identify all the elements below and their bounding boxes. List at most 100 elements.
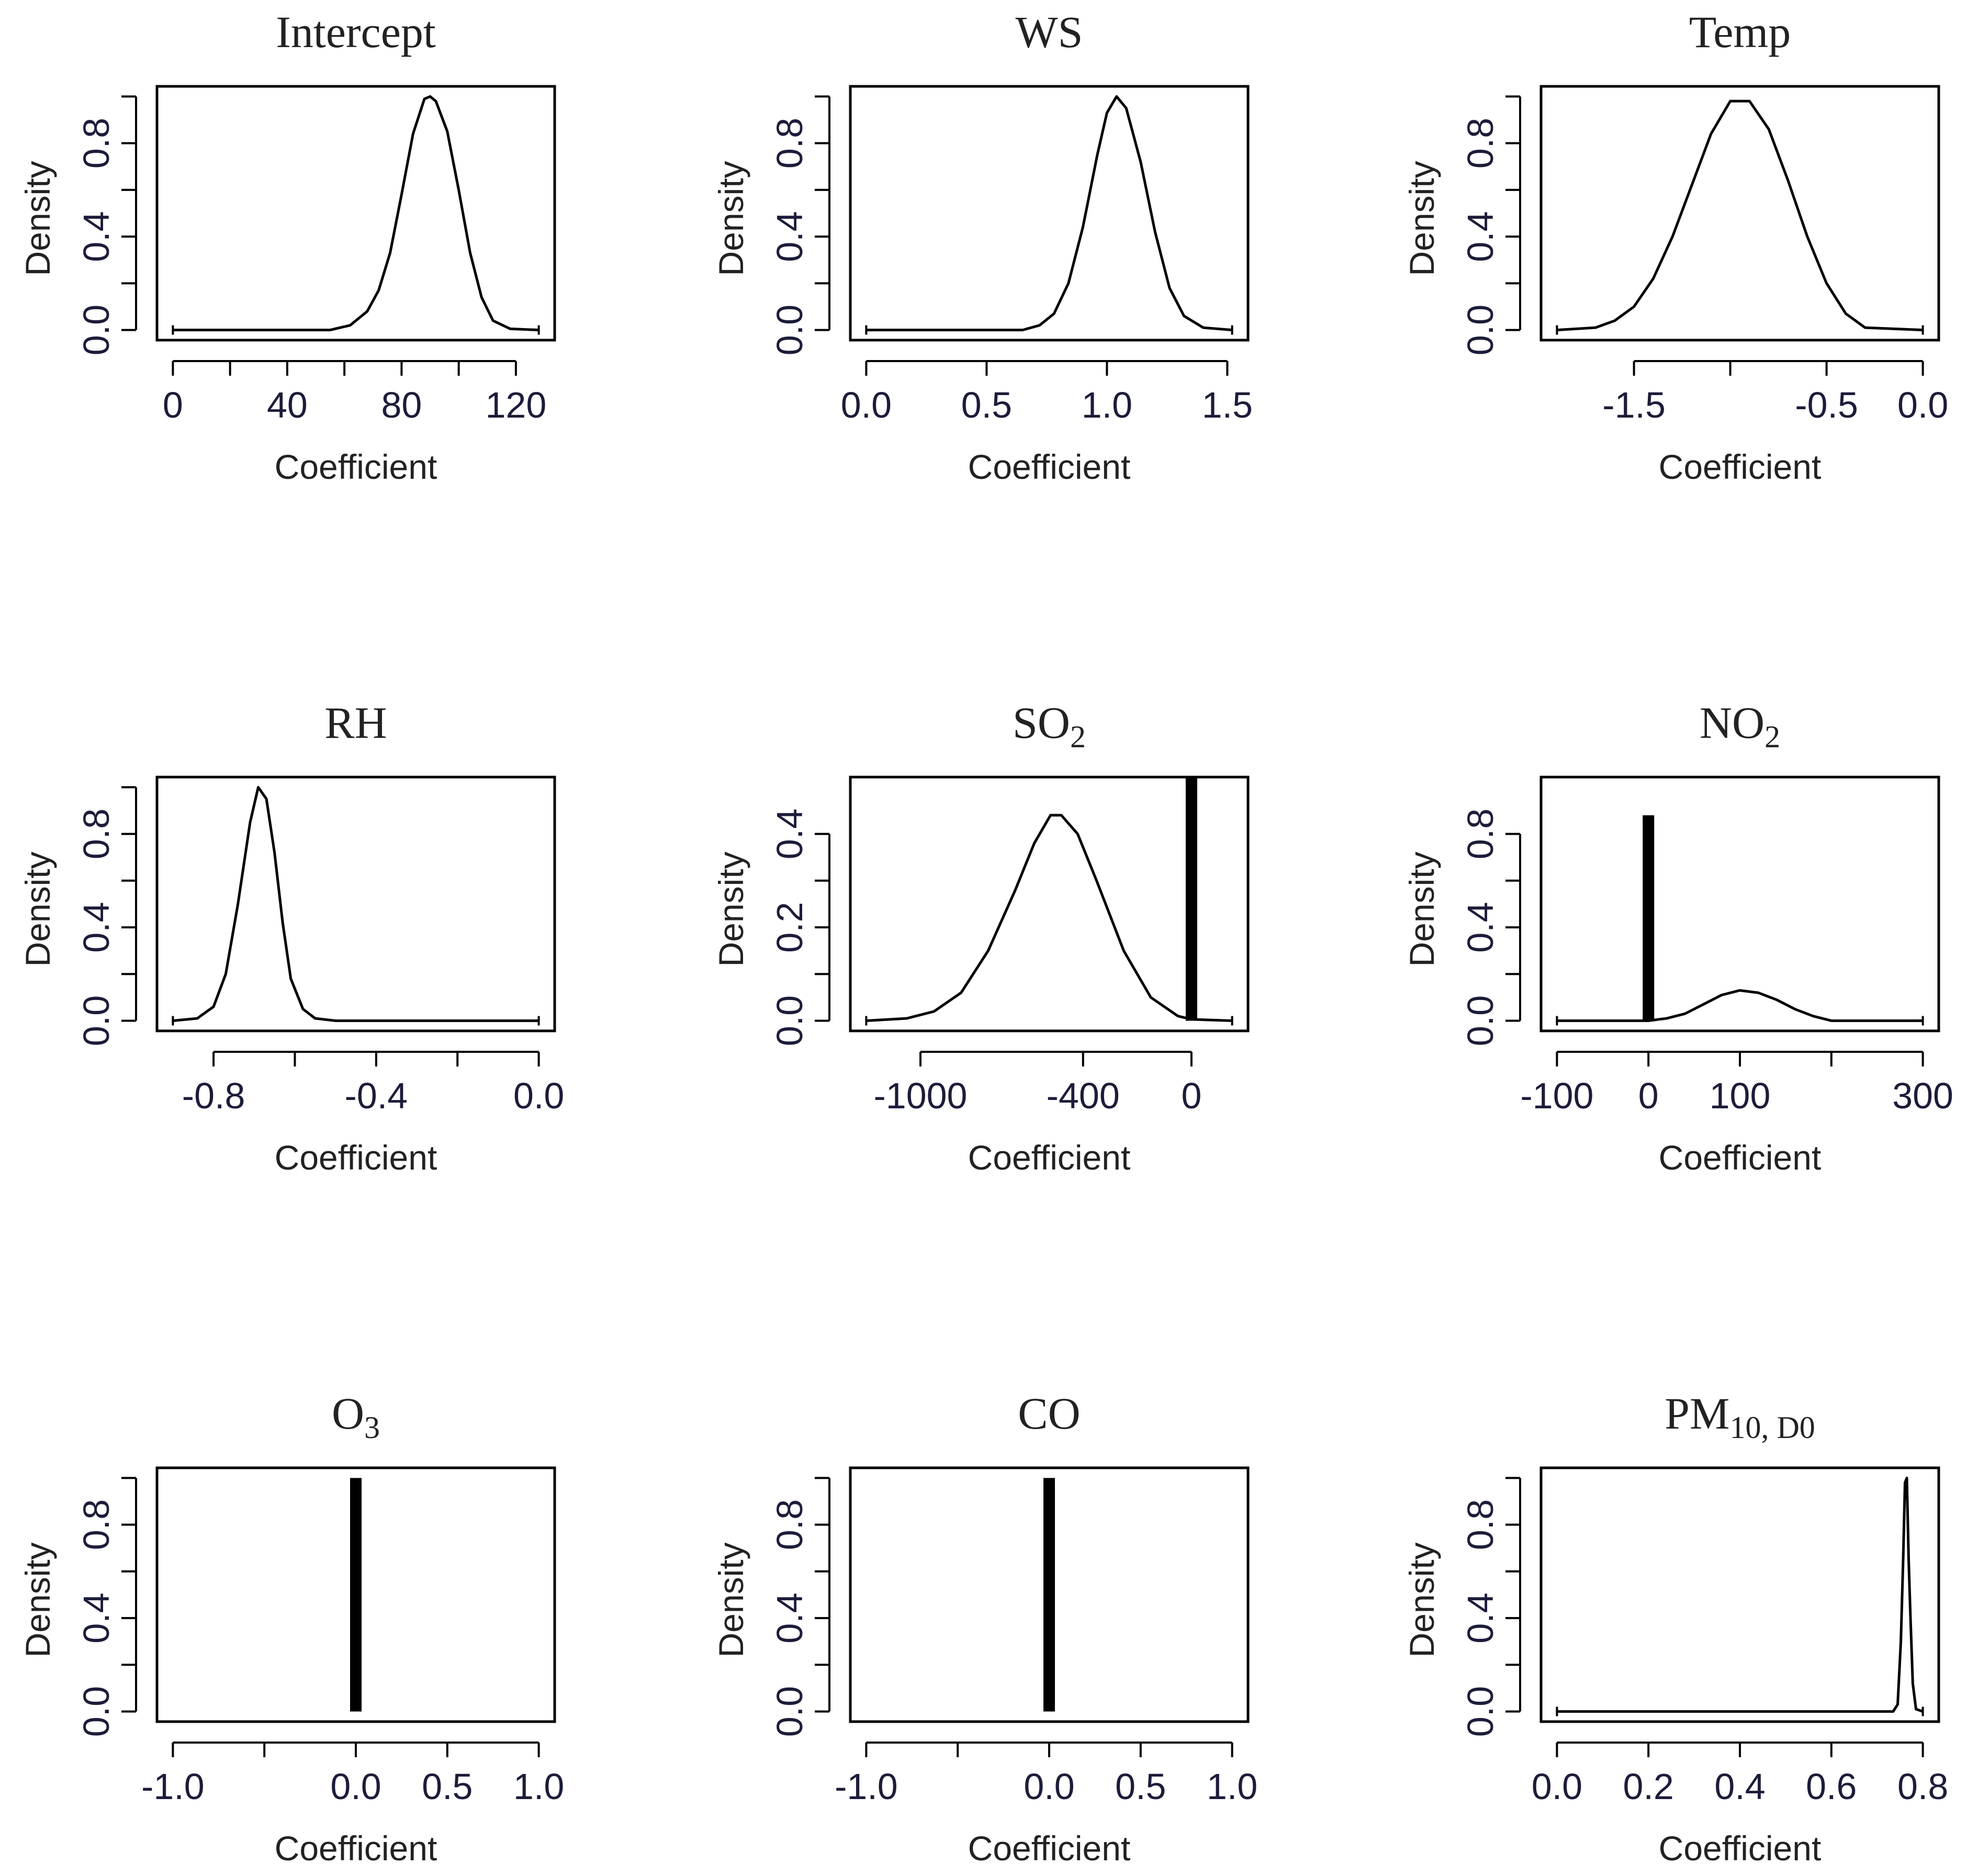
panel-2: WS 0.0 0.5 1.0 1.5 Coefficient 0.0 0.4 0.8 Densit… bbox=[712, 7, 1253, 486]
panel-title: CO bbox=[1018, 1388, 1080, 1439]
panel-title: NO2 bbox=[1700, 698, 1780, 754]
panel-title: RH bbox=[324, 698, 387, 748]
panel-title-main: Temp bbox=[1689, 7, 1791, 57]
plot-frame bbox=[849, 85, 1250, 342]
plot-frame bbox=[849, 776, 1250, 1032]
panel-title-main: RH bbox=[324, 698, 387, 748]
x-tick-label: 1.0 bbox=[1207, 1766, 1257, 1807]
density-curve bbox=[1557, 99, 1923, 332]
x-tick-label: 0.0 bbox=[841, 385, 892, 425]
y-tick-label: 0.8 bbox=[1460, 118, 1501, 168]
y-axis-label: Density bbox=[712, 1542, 750, 1657]
x-axis-label: Coefficient bbox=[968, 1138, 1131, 1177]
x-axis-label: Coefficient bbox=[1659, 1138, 1822, 1177]
y-tick-label: 0.0 bbox=[769, 1686, 810, 1737]
x-tick-label: 0.0 bbox=[330, 1766, 381, 1807]
panel-3: Temp -1.5 -0.5 0.0 Coefficient 0.0 0.4 0.8 Densi… bbox=[1402, 7, 1948, 486]
panel-title: Intercept bbox=[276, 7, 436, 57]
y-tick-label: 0.8 bbox=[76, 808, 117, 859]
y-tick-label: 0.8 bbox=[76, 1499, 117, 1550]
x-tick-label: -0.5 bbox=[1795, 385, 1858, 425]
x-tick-label: 0 bbox=[163, 385, 183, 425]
y-tick-label: 0.2 bbox=[769, 902, 810, 952]
panel-title: WS bbox=[1016, 7, 1083, 57]
x-axis-label: Coefficient bbox=[968, 447, 1131, 486]
panel-title-subscript: 3 bbox=[364, 1410, 380, 1445]
panel-title-subscript: 2 bbox=[1070, 720, 1086, 754]
panel-title-subscript: 2 bbox=[1764, 720, 1780, 754]
x-axis-label: Coefficient bbox=[968, 1829, 1131, 1868]
panel-9: PM10, D0 0.0 0.2 0.4 0.6 0.8 Coefficient 0.0 0.4… bbox=[1402, 1388, 1948, 1868]
y-tick-label: 0.4 bbox=[769, 808, 810, 859]
y-tick-label: 0.0 bbox=[1460, 305, 1501, 355]
y-tick-label: 0.4 bbox=[1460, 1592, 1501, 1643]
x-tick-label: 0.0 bbox=[1024, 1766, 1074, 1807]
x-tick-label: 0.6 bbox=[1806, 1766, 1857, 1807]
x-tick-label: 0.5 bbox=[422, 1766, 473, 1807]
y-tick-label: 0.4 bbox=[76, 1592, 117, 1643]
x-axis-label: Coefficient bbox=[275, 447, 437, 486]
x-axis-label: Coefficient bbox=[1659, 447, 1822, 486]
panel-title: PM10, D0 bbox=[1665, 1388, 1815, 1445]
x-tick-label: 0.0 bbox=[513, 1075, 564, 1116]
density-curve bbox=[866, 95, 1232, 332]
y-axis-label: Density bbox=[18, 161, 57, 276]
y-tick-label: 0.4 bbox=[769, 211, 810, 262]
panel-title-subscript: 10, D0 bbox=[1729, 1410, 1815, 1445]
panel-title-main: O bbox=[332, 1388, 364, 1439]
y-axis-label: Density bbox=[1402, 1542, 1441, 1657]
panel-title-main: NO bbox=[1700, 698, 1764, 748]
x-tick-label: -0.8 bbox=[182, 1075, 245, 1116]
y-axis-label: Density bbox=[18, 851, 57, 967]
x-tick-label: 40 bbox=[267, 385, 308, 425]
x-tick-label: -1.0 bbox=[835, 1766, 898, 1807]
density-curve bbox=[1557, 989, 1923, 1023]
panel-title-main: WS bbox=[1016, 7, 1083, 57]
x-tick-label: 0.5 bbox=[961, 385, 1012, 425]
x-tick-label: 0.0 bbox=[1532, 1766, 1582, 1807]
x-tick-label: 120 bbox=[486, 385, 547, 425]
x-tick-label: 80 bbox=[381, 385, 422, 425]
x-tick-label: -1000 bbox=[873, 1075, 967, 1116]
x-tick-label: 0.4 bbox=[1714, 1766, 1765, 1807]
y-tick-label: 0.0 bbox=[769, 995, 810, 1046]
x-tick-label: 0 bbox=[1181, 1075, 1201, 1116]
panel-4: RH -0.8 -0.4 0.0 Coefficient 0.0 0.4 0.8 Density bbox=[18, 698, 564, 1177]
x-tick-label: -0.4 bbox=[345, 1075, 408, 1116]
y-axis-label: Density bbox=[1402, 161, 1441, 276]
panel-title-main: SO bbox=[1013, 698, 1070, 748]
x-tick-label: 0.2 bbox=[1623, 1766, 1674, 1807]
plot-frame bbox=[155, 85, 556, 342]
y-tick-label: 0.8 bbox=[769, 118, 810, 168]
y-axis-label: Density bbox=[1402, 851, 1441, 967]
x-axis-label: Coefficient bbox=[1659, 1829, 1822, 1868]
y-tick-label: 0.8 bbox=[1460, 1499, 1501, 1550]
x-tick-label: 300 bbox=[1892, 1075, 1953, 1116]
panel-title-main: CO bbox=[1018, 1388, 1080, 1439]
plot-frame bbox=[155, 776, 556, 1032]
y-tick-label: 0.8 bbox=[76, 118, 117, 168]
panel-title: Temp bbox=[1689, 7, 1791, 57]
panel-title: O3 bbox=[332, 1388, 380, 1445]
panel-title-main: Intercept bbox=[276, 7, 436, 57]
panel-8: CO -1.0 0.0 0.5 1.0 Coefficient 0.0 0.4 0.8 Densi… bbox=[712, 1388, 1257, 1868]
panel-5: SO2 -1000 -400 0 Coefficient 0.0 0.2 0.4 Density bbox=[712, 698, 1250, 1177]
y-tick-label: 0.8 bbox=[769, 1499, 810, 1550]
y-axis-label: Density bbox=[712, 851, 750, 967]
y-tick-label: 0.0 bbox=[76, 995, 117, 1046]
x-tick-label: 0 bbox=[1638, 1075, 1659, 1116]
y-axis-label: Density bbox=[18, 1542, 57, 1657]
density-curve bbox=[866, 814, 1232, 1023]
density-curve bbox=[173, 785, 539, 1023]
plot-frame bbox=[849, 1466, 1250, 1723]
plot-frame bbox=[1539, 1466, 1940, 1723]
x-tick-label: 1.5 bbox=[1202, 385, 1253, 425]
x-tick-label: -100 bbox=[1520, 1075, 1593, 1116]
density-curve bbox=[1557, 1476, 1924, 1713]
y-tick-label: 0.0 bbox=[76, 1686, 117, 1737]
x-tick-label: 0.8 bbox=[1897, 1766, 1948, 1807]
x-tick-label: 1.0 bbox=[1082, 385, 1132, 425]
panel-title-main: PM bbox=[1665, 1388, 1729, 1439]
plot-frame bbox=[1539, 85, 1940, 342]
